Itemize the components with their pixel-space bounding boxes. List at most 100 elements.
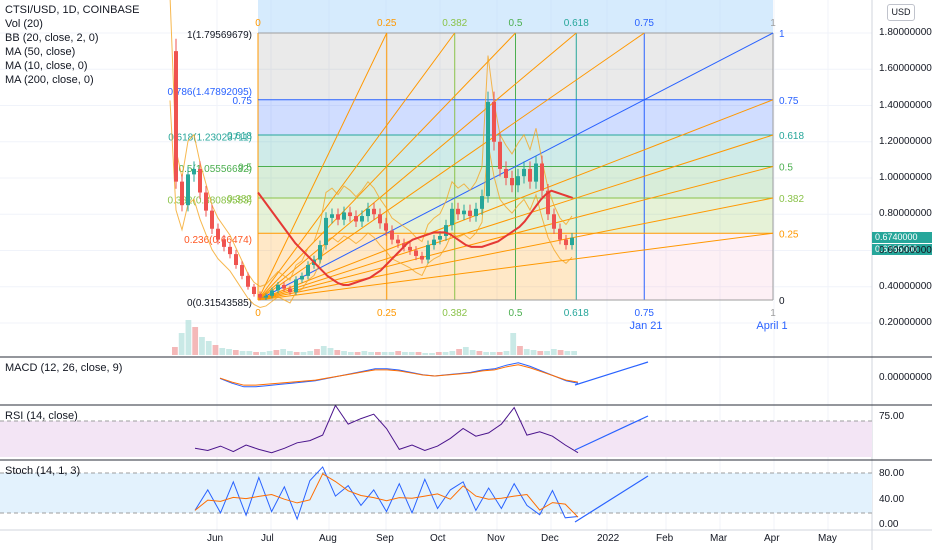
- candle-body: [264, 295, 268, 298]
- stoch-d-line: [194, 473, 579, 518]
- fib-zone: [644, 198, 773, 234]
- candle-body: [246, 275, 250, 287]
- fib-fan-line: [257, 32, 388, 301]
- fib-right-label: 0: [779, 296, 785, 307]
- stoch-band: [0, 473, 872, 513]
- candle-body: [480, 196, 484, 209]
- fib-fan-line: [257, 166, 774, 301]
- fib-zone: [258, 33, 387, 100]
- volume-bar: [368, 352, 374, 355]
- volume-bar: [476, 351, 483, 355]
- fib-time-label-top: 0: [255, 18, 261, 29]
- candle-body: [210, 210, 214, 229]
- fib-right-label: 0.618: [779, 131, 804, 142]
- fib-right-label: 0.75: [779, 96, 799, 107]
- time-axis-label: Aug: [319, 533, 337, 544]
- candle-body: [516, 176, 520, 186]
- time-axis-label: Feb: [656, 533, 674, 544]
- candle-body: [450, 208, 454, 226]
- indicator-axis-label: 40.00: [879, 494, 904, 505]
- volume-bar: [219, 348, 226, 355]
- rsi-line: [194, 404, 579, 454]
- candle-body: [426, 245, 430, 260]
- symbol-title: CTSI/USD, 1D, COINBASE: [5, 4, 140, 16]
- time-annotation: April 1: [756, 320, 787, 332]
- candle-body: [468, 210, 472, 217]
- study-ma50[interactable]: MA (50, close): [5, 46, 76, 58]
- candle-body: [366, 208, 370, 217]
- candle-body: [402, 243, 406, 247]
- fib-zone: [515, 33, 577, 100]
- volume-bar: [307, 351, 314, 355]
- volume-bar: [320, 346, 327, 355]
- time-axis-label: Apr: [764, 533, 780, 544]
- volume-bar: [212, 345, 219, 355]
- volume-bar: [490, 352, 496, 355]
- drawn-trendlines: [574, 361, 649, 523]
- fib-fan-line: [257, 32, 774, 301]
- candle-body: [324, 217, 328, 246]
- candle-body: [444, 225, 448, 236]
- candle-body: [294, 279, 298, 293]
- candle-body: [372, 208, 376, 215]
- trend-arrow-line: [574, 361, 649, 386]
- volume-bar: [293, 352, 300, 355]
- fib-right-label: 0.25: [779, 229, 799, 240]
- study-vol[interactable]: Vol (20): [5, 18, 43, 30]
- study-ma200[interactable]: MA (200, close, 0): [5, 74, 94, 86]
- price-axis-label: 0.40000000: [879, 280, 932, 292]
- time-annotation: Jan 21: [629, 320, 662, 332]
- fib-retracement-label: 0.618(1.23023711): [168, 132, 252, 143]
- fib-zone: [386, 233, 455, 300]
- ma-price-tag: 0.6365000: [872, 244, 932, 255]
- bb-upper: [169, 0, 573, 288]
- volume-bar: [483, 352, 490, 355]
- volume-bar: [550, 349, 557, 355]
- volume-bar: [327, 348, 334, 355]
- candle-body: [186, 174, 190, 206]
- candle-body: [222, 239, 226, 247]
- candle-body: [462, 210, 466, 215]
- candle-body: [570, 237, 574, 246]
- candle-body: [504, 168, 508, 178]
- candle-body: [288, 288, 292, 293]
- candle-body: [354, 216, 358, 222]
- volume-bar: [415, 352, 422, 355]
- indicator-axis-label: 0.00000000: [879, 372, 932, 383]
- candle-body: [330, 214, 334, 218]
- currency-button[interactable]: USD: [887, 4, 915, 21]
- macd-label[interactable]: MACD (12, 26, close, 9): [5, 362, 123, 374]
- volume-bar: [388, 352, 395, 355]
- fib-time-label-bottom: 1: [770, 308, 776, 319]
- fib-time-label-top: 0.382: [442, 18, 467, 29]
- candle-body: [546, 190, 550, 215]
- candle-body: [540, 163, 544, 191]
- fib-zone: [644, 99, 773, 135]
- fib-inner-label: 0.75: [233, 96, 253, 107]
- study-bb[interactable]: BB (20, close, 2, 0): [5, 32, 99, 44]
- indicator-axis-label: 0.00: [879, 519, 899, 530]
- candle-body: [528, 168, 532, 182]
- price-axis-label: 1.80000000: [879, 27, 932, 38]
- volume-bar: [503, 351, 510, 355]
- fib-zone: [576, 233, 645, 300]
- volume-bar: [172, 347, 178, 355]
- volume-bar: [334, 350, 341, 355]
- fib-zone: [515, 198, 577, 234]
- volume-bar: [571, 351, 577, 355]
- stoch-label[interactable]: Stoch (14, 1, 3): [5, 465, 81, 477]
- price-axis-label: 0.60000000: [879, 244, 932, 256]
- volume-bar: [537, 351, 544, 355]
- volume-bar: [253, 352, 259, 355]
- candle-body: [420, 255, 424, 260]
- moving-average: [257, 189, 573, 286]
- fib-retracement-label: 0.382(0.88089553): [167, 196, 252, 207]
- study-ma10[interactable]: MA (10, close, 0): [5, 60, 88, 72]
- fib-retracement-label: 0.786(1.47892095): [167, 87, 252, 98]
- candle-body: [348, 212, 352, 217]
- fib-zone: [258, 134, 387, 167]
- rsi-label[interactable]: RSI (14, close): [5, 410, 78, 422]
- volume-bar: [192, 327, 199, 355]
- fib-zone: [258, 99, 387, 135]
